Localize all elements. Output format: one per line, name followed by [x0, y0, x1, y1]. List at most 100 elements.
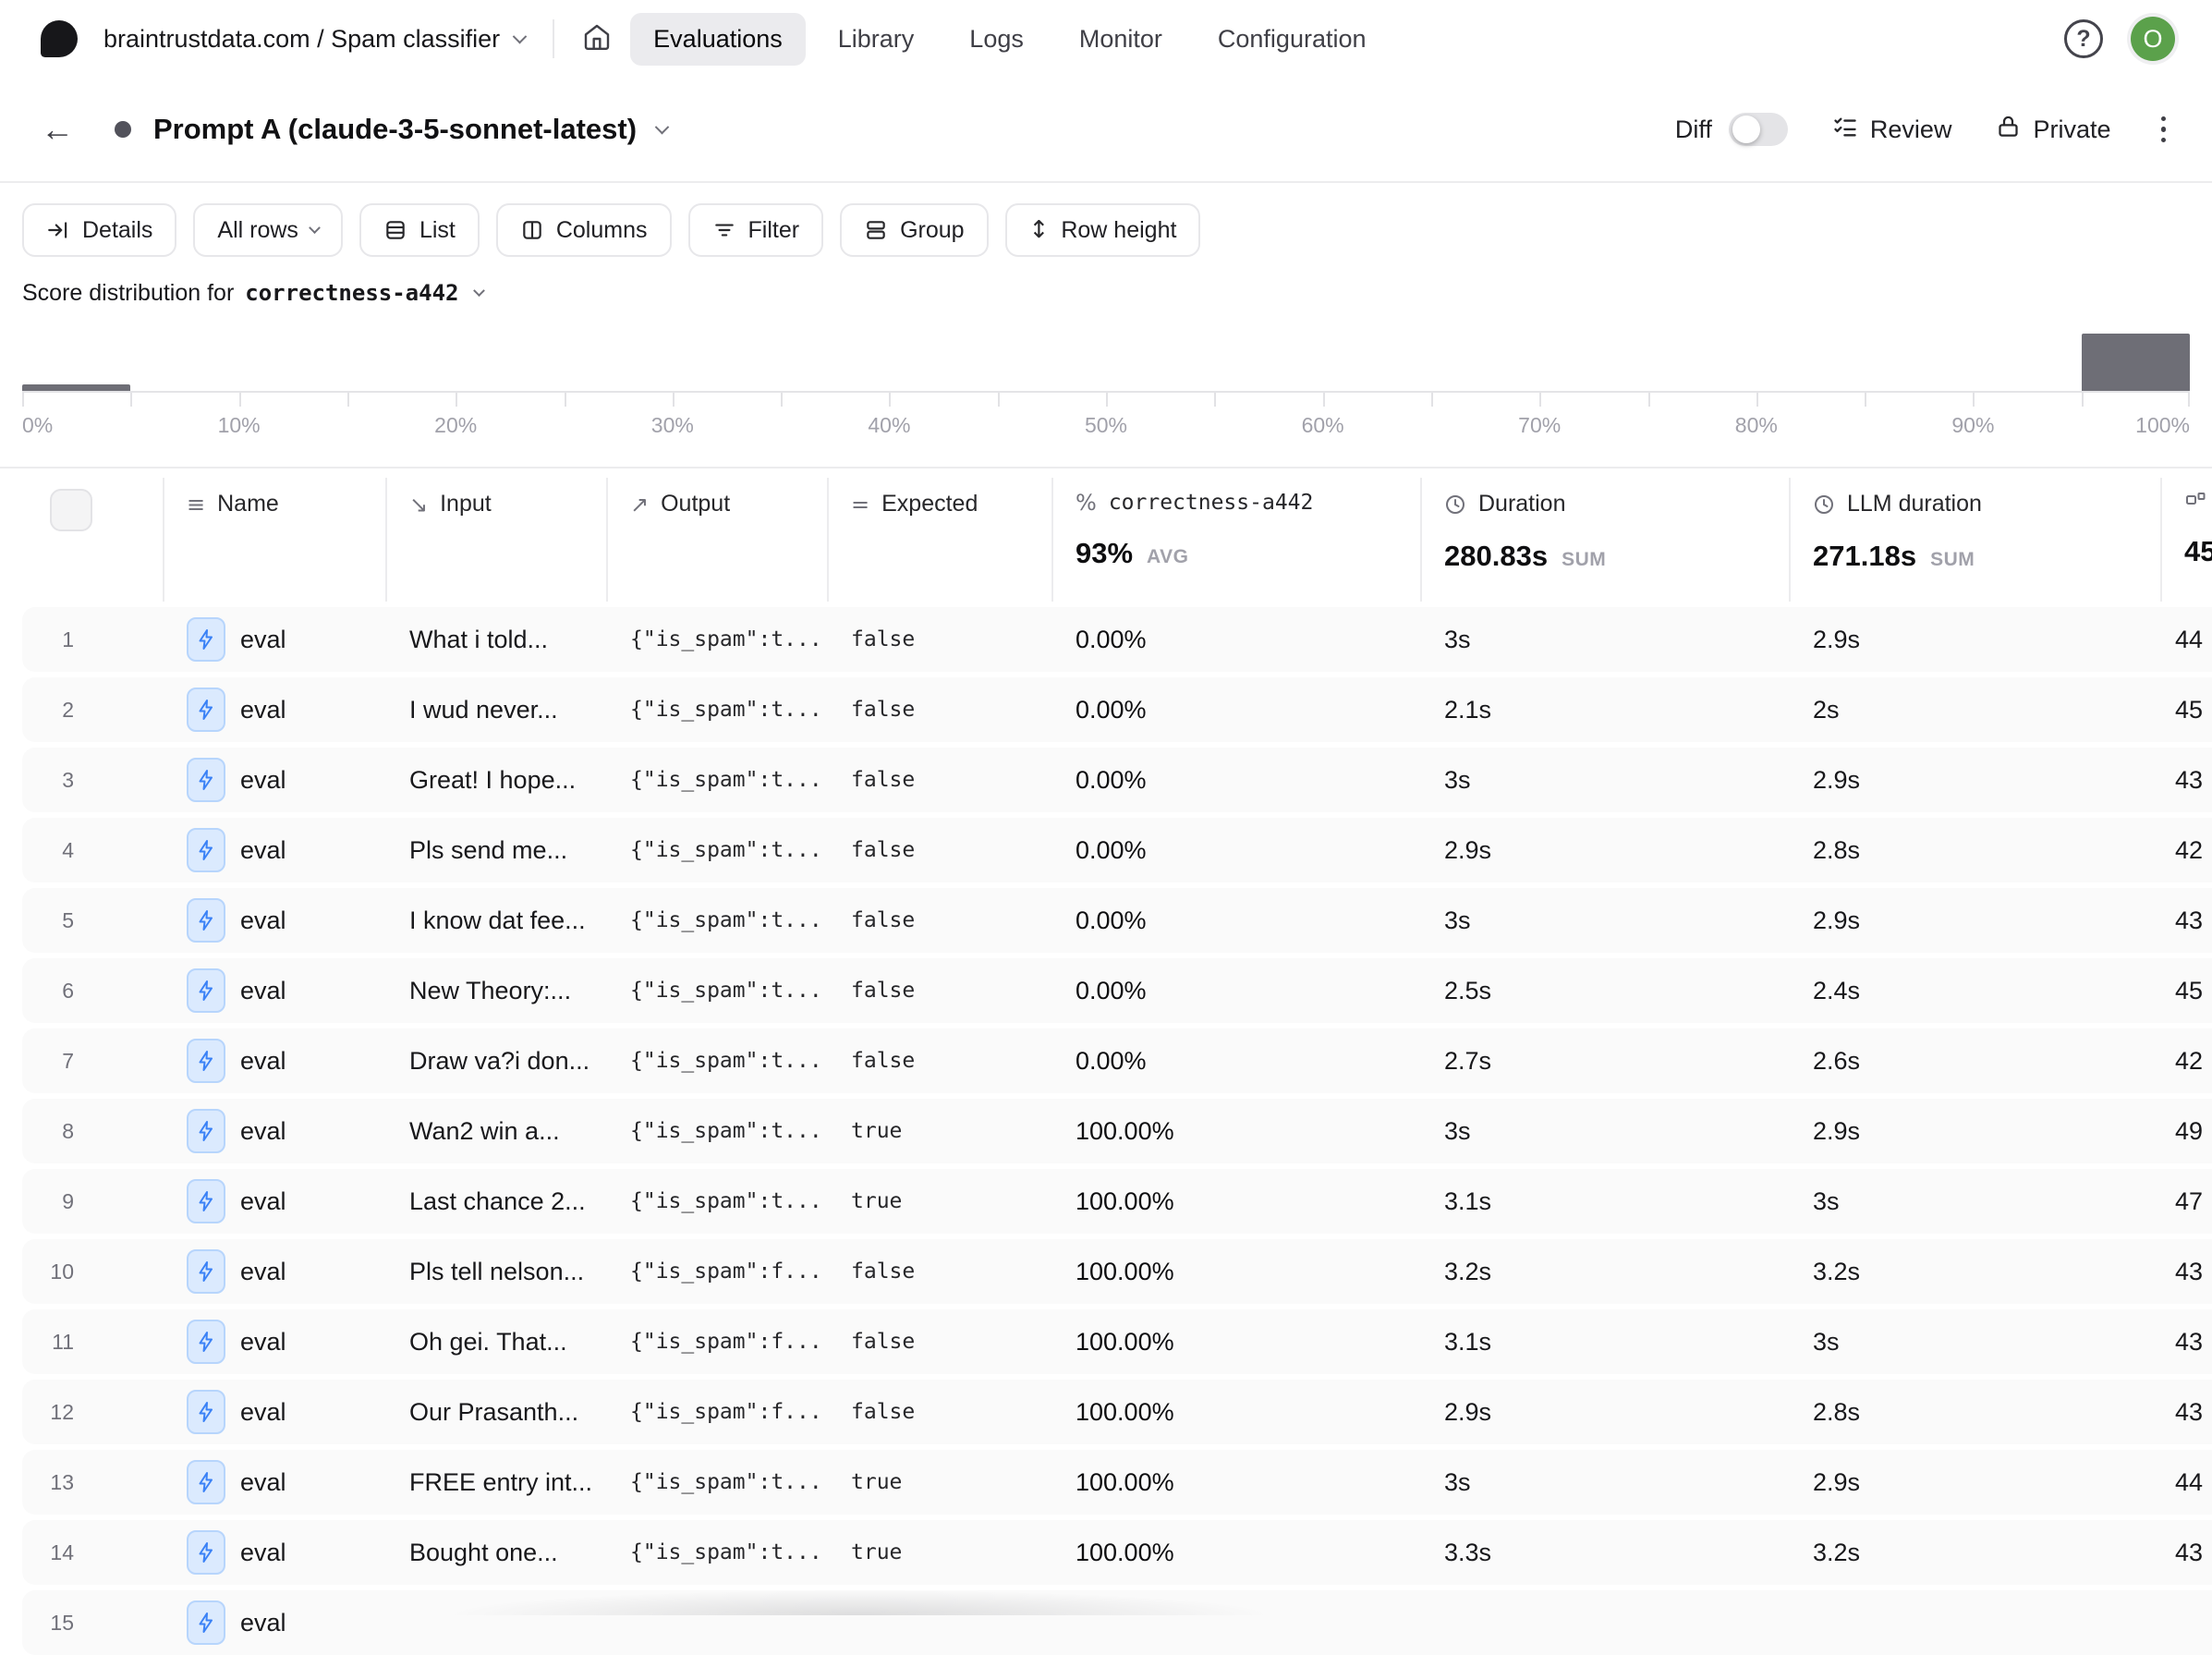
- row-llm-duration: 2s: [1813, 696, 1840, 724]
- column-header-correctness[interactable]: % correctness-a442 93% AVG: [1076, 491, 1313, 570]
- table-row[interactable]: 4 eval Pls send me... {"is_spam":t... fa…: [22, 818, 2212, 882]
- lock-icon: [1996, 114, 2021, 145]
- row-height-button[interactable]: ↕ Row height: [1004, 203, 1201, 257]
- axis-tick: [1973, 393, 1975, 407]
- row-input: What i told...: [409, 626, 549, 653]
- home-button[interactable]: [582, 22, 612, 56]
- axis-tick-label: 70%: [1518, 413, 1562, 437]
- table-row[interactable]: 15 eval: [22, 1590, 2212, 1655]
- table-row[interactable]: 12 eval Our Prasanth... {"is_spam":f... …: [22, 1380, 2212, 1444]
- arrow-up-right-icon: ↗: [630, 491, 650, 517]
- group-button[interactable]: Group: [840, 203, 989, 257]
- table-row[interactable]: 2 eval I wud never... {"is_spam":t... fa…: [22, 677, 2212, 742]
- score-name: correctness-a442: [245, 280, 459, 306]
- row-duration: 2.9s: [1444, 1398, 1492, 1426]
- table-row[interactable]: 3 eval Great! I hope... {"is_spam":t... …: [22, 748, 2212, 812]
- axis-tick-label: 60%: [1301, 413, 1344, 437]
- llm-duration-aggregate: 271.18s: [1813, 540, 1917, 572]
- table-row[interactable]: 8 eval Wan2 win a... {"is_spam":t... tru…: [22, 1099, 2212, 1163]
- row-correctness-score: 100.00%: [1076, 1539, 1174, 1566]
- table-row[interactable]: 6 eval New Theory:... {"is_spam":t... fa…: [22, 958, 2212, 1023]
- row-llm-duration: 2.9s: [1813, 1468, 1861, 1496]
- row-tokens: 43: [2175, 907, 2204, 934]
- tab-monitor[interactable]: Monitor: [1078, 24, 1162, 53]
- diff-toggle[interactable]: [1728, 113, 1788, 146]
- nav-tabs: Evaluations Library Logs Monitor Configurati…: [630, 12, 1389, 66]
- column-header-llm-duration[interactable]: LLM duration 271.18s SUM: [1813, 491, 1982, 573]
- row-output: {"is_spam":f...: [630, 1400, 822, 1424]
- table-row[interactable]: 5 eval I know dat fee... {"is_spam":t...…: [22, 888, 2212, 953]
- row-name: eval: [240, 1328, 286, 1356]
- row-output: {"is_spam":f...: [630, 1330, 822, 1354]
- table-toolbar: Details All rows List Columns Filter: [22, 203, 1201, 257]
- column-header-duration[interactable]: Duration 280.83s SUM: [1444, 491, 1606, 573]
- eval-bolt-icon: [187, 898, 225, 943]
- row-tokens: 47: [2175, 1187, 2204, 1215]
- private-button[interactable]: Private: [1996, 114, 2111, 145]
- review-button[interactable]: Review: [1832, 114, 1952, 146]
- score-distribution-chart: 0% 10% 20% 30% 40% 50% 60% 70% 80% 90% 100%: [22, 305, 2190, 444]
- row-correctness-score: 100.00%: [1076, 1258, 1174, 1285]
- title-chevron-down-icon[interactable]: [654, 119, 670, 134]
- back-arrow-icon: ←: [41, 110, 74, 148]
- row-duration: 2.7s: [1444, 1047, 1492, 1075]
- tab-configuration[interactable]: Configuration: [1217, 24, 1367, 53]
- table-row[interactable]: 14 eval Bought one... {"is_spam":t... tr…: [22, 1520, 2212, 1585]
- tab-evaluations[interactable]: Evaluations: [630, 12, 806, 66]
- row-output: {"is_spam":t...: [630, 838, 822, 862]
- chevron-down-icon: [512, 29, 528, 43]
- row-number: 2: [62, 698, 74, 722]
- table-row[interactable]: 9 eval Last chance 2... {"is_spam":t... …: [22, 1169, 2212, 1234]
- help-button[interactable]: ?: [2064, 19, 2103, 58]
- duration-aggregate: 280.83s: [1444, 540, 1549, 572]
- project-breadcrumb[interactable]: braintrustdata.com / Spam classifier: [103, 25, 528, 54]
- row-tokens: 43: [2175, 1398, 2204, 1426]
- row-duration: 3.1s: [1444, 1187, 1492, 1215]
- table-row[interactable]: 7 eval Draw va?i don... {"is_spam":t... …: [22, 1028, 2212, 1093]
- clock-icon: [1813, 493, 1835, 516]
- list-view-button[interactable]: List: [359, 203, 480, 257]
- row-name: eval: [240, 1539, 286, 1566]
- table-row[interactable]: 1 eval What i told... {"is_spam":t... fa…: [22, 607, 2212, 672]
- tab-library[interactable]: Library: [837, 24, 915, 53]
- row-expected: false: [851, 1400, 916, 1424]
- column-header-output[interactable]: ↗ Output: [630, 491, 730, 517]
- details-button[interactable]: Details: [22, 203, 177, 257]
- row-expected: false: [851, 908, 916, 932]
- row-expected: false: [851, 627, 916, 651]
- column-header-input[interactable]: ↘ Input: [409, 491, 492, 517]
- row-duration: 3s: [1444, 907, 1471, 934]
- row-duration: 3s: [1444, 1468, 1471, 1496]
- tab-logs[interactable]: Logs: [969, 24, 1024, 53]
- score-distribution-header[interactable]: Score distribution for correctness-a442: [22, 280, 486, 307]
- row-output: {"is_spam":t...: [630, 1470, 822, 1494]
- more-options-button[interactable]: [2156, 111, 2172, 149]
- aggregate-unit: AVG: [1147, 546, 1189, 567]
- all-rows-dropdown[interactable]: All rows: [193, 203, 343, 257]
- table-row[interactable]: 10 eval Pls tell nelson... {"is_spam":f.…: [22, 1239, 2212, 1304]
- column-header-name[interactable]: ≡ Name: [187, 491, 279, 517]
- status-dot-icon: [115, 121, 131, 138]
- avatar-initial: O: [2143, 24, 2163, 53]
- row-llm-duration: 2.6s: [1813, 1047, 1861, 1075]
- row-expected: true: [851, 1540, 903, 1564]
- row-output: {"is_spam":t...: [630, 908, 822, 932]
- filter-button[interactable]: Filter: [687, 203, 824, 257]
- row-correctness-score: 0.00%: [1076, 696, 1147, 724]
- row-correctness-score: 100.00%: [1076, 1328, 1174, 1356]
- help-icon: ?: [2076, 25, 2091, 52]
- braintrust-logo-icon[interactable]: [41, 20, 78, 57]
- table-row[interactable]: 11 eval Oh gei. That... {"is_spam":f... …: [22, 1309, 2212, 1374]
- avatar[interactable]: O: [2131, 17, 2175, 61]
- review-label: Review: [1869, 115, 1952, 143]
- row-name: eval: [240, 1047, 286, 1075]
- columns-button[interactable]: Columns: [495, 203, 672, 257]
- back-button[interactable]: ←: [41, 113, 74, 146]
- select-all-checkbox[interactable]: [50, 489, 92, 531]
- filter-label: Filter: [747, 216, 800, 243]
- correctness-aggregate: 93%: [1076, 537, 1134, 569]
- row-tokens: 43: [2175, 1258, 2204, 1285]
- column-header-tokens[interactable]: 45: [2184, 491, 2212, 568]
- column-header-expected[interactable]: = Expected: [851, 491, 978, 517]
- table-row[interactable]: 13 eval FREE entry int... {"is_spam":t..…: [22, 1450, 2212, 1515]
